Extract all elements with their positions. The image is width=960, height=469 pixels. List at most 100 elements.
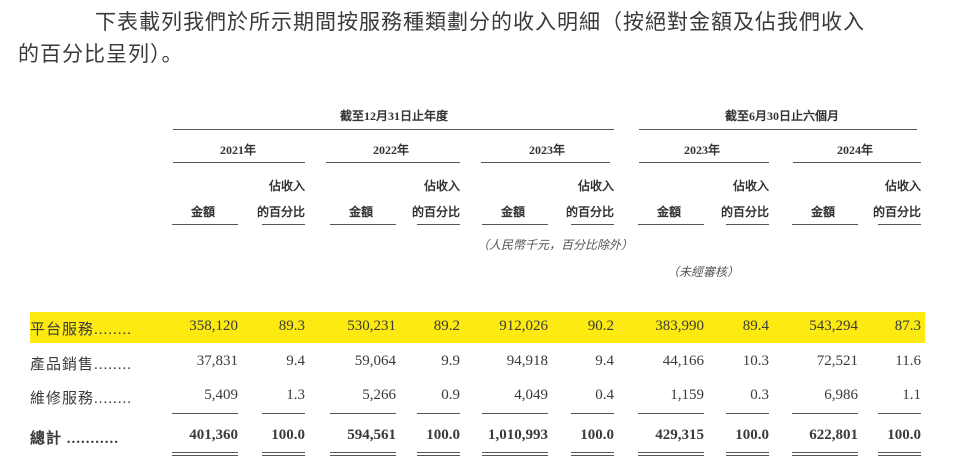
amount-cell: 530,231	[347, 318, 396, 334]
pct-cell: 10.3	[742, 353, 769, 369]
pct-header-1: 佔收入	[423, 179, 460, 193]
total-double-rule	[417, 452, 460, 456]
amount-cell: 594,561	[347, 427, 396, 443]
amount-cell: 37,831	[196, 353, 238, 369]
period-header: 2022年	[372, 143, 409, 157]
pct-header-2: 的百分比	[872, 205, 921, 219]
amount-cell: 5,409	[204, 387, 238, 403]
period-header: 2023年	[528, 143, 565, 157]
amount-cell: 5,266	[362, 387, 396, 403]
divider	[172, 224, 238, 225]
amount-cell: 1,010,993	[488, 427, 548, 443]
pct-cell: 1.3	[286, 387, 305, 403]
period-header: 2021年	[219, 143, 256, 157]
subtotal-rule	[330, 413, 396, 414]
amount-cell: 622,801	[809, 427, 858, 443]
total-double-rule	[878, 452, 921, 456]
total-double-rule	[638, 452, 704, 456]
amount-cell: 383,990	[655, 318, 704, 334]
amount-cell: 6,986	[824, 387, 858, 403]
amount-header: 金額	[656, 205, 681, 219]
pct-cell: 0.9	[441, 387, 460, 403]
divider	[262, 224, 305, 225]
divider	[482, 224, 548, 225]
pct-cell: 100.0	[580, 427, 614, 443]
total-double-rule	[571, 452, 614, 456]
total-double-rule	[482, 452, 548, 456]
intro-line-1: 下表載列我們於所示期間按服務種類劃分的收入明細（按絕對金額及佔我們收入	[95, 10, 865, 34]
pct-cell: 100.0	[426, 427, 460, 443]
pct-cell: 100.0	[735, 427, 769, 443]
amount-cell: 44,166	[662, 353, 704, 369]
total-double-rule	[726, 452, 769, 456]
subtotal-rule	[792, 413, 858, 414]
divider	[173, 162, 305, 163]
period-header: 2024年	[836, 143, 873, 157]
row-label: 總計 ...........	[30, 431, 120, 447]
pct-cell: 0.3	[750, 387, 769, 403]
pct-cell: 87.3	[894, 318, 921, 334]
amount-cell: 4,049	[514, 387, 548, 403]
pct-cell: 89.2	[433, 318, 460, 334]
pct-cell: 9.9	[441, 353, 460, 369]
pct-header-1: 佔收入	[732, 179, 769, 193]
amount-header: 金額	[348, 205, 373, 219]
group-header-year: 截至12月31日止年度	[340, 109, 449, 123]
subtotal-rule	[172, 413, 238, 414]
amount-cell: 543,294	[809, 318, 858, 334]
divider	[173, 129, 614, 130]
subtotal-rule	[262, 413, 305, 414]
pct-cell: 0.4	[595, 387, 614, 403]
divider	[639, 162, 769, 163]
pct-header-2: 的百分比	[256, 205, 305, 219]
divider	[481, 162, 610, 163]
row-label: 產品銷售........	[30, 357, 133, 373]
amount-header: 金額	[810, 205, 835, 219]
divider	[792, 224, 858, 225]
amount-cell: 72,521	[816, 353, 858, 369]
divider	[417, 224, 460, 225]
pct-cell: 89.3	[278, 318, 305, 334]
subtotal-rule	[482, 413, 548, 414]
pct-header-1: 佔收入	[884, 179, 921, 193]
group-header-half: 截至6月30日止六個月	[725, 109, 840, 123]
pct-cell: 9.4	[286, 353, 305, 369]
amount-cell: 358,120	[189, 318, 238, 334]
divider	[793, 162, 921, 163]
subtotal-rule	[878, 413, 921, 414]
subtotal-rule	[417, 413, 460, 414]
total-double-rule	[330, 452, 396, 456]
pct-cell: 9.4	[595, 353, 614, 369]
period-header: 2023年	[683, 143, 720, 157]
intro-line-2: 的百分比呈列）。	[18, 42, 184, 66]
amount-cell: 429,315	[655, 427, 704, 443]
subtotal-rule	[571, 413, 614, 414]
pct-cell: 100.0	[887, 427, 921, 443]
row-label: 維修服務........	[30, 391, 133, 407]
amount-cell: 94,918	[506, 353, 548, 369]
row-label: 平台服務........	[30, 322, 133, 338]
pct-cell: 90.2	[587, 318, 614, 334]
amount-header: 金額	[500, 205, 525, 219]
amount-cell: 1,159	[670, 387, 704, 403]
pct-header-1: 佔收入	[268, 179, 305, 193]
divider	[638, 224, 704, 225]
divider	[639, 129, 917, 130]
pct-cell: 11.6	[895, 353, 921, 369]
amount-cell: 912,026	[499, 318, 548, 334]
pct-cell: 89.4	[742, 318, 769, 334]
unaudited-note: （未經審核）	[667, 265, 740, 279]
total-double-rule	[792, 452, 858, 456]
pct-header-2: 的百分比	[720, 205, 769, 219]
subtotal-rule	[726, 413, 769, 414]
amount-header: 金額	[190, 205, 215, 219]
row-highlight	[30, 312, 925, 343]
total-double-rule	[262, 452, 305, 456]
divider	[571, 224, 614, 225]
pct-header-1: 佔收入	[577, 179, 614, 193]
pct-cell: 100.0	[271, 427, 305, 443]
pct-header-2: 的百分比	[411, 205, 460, 219]
divider	[330, 224, 396, 225]
total-double-rule	[172, 452, 238, 456]
